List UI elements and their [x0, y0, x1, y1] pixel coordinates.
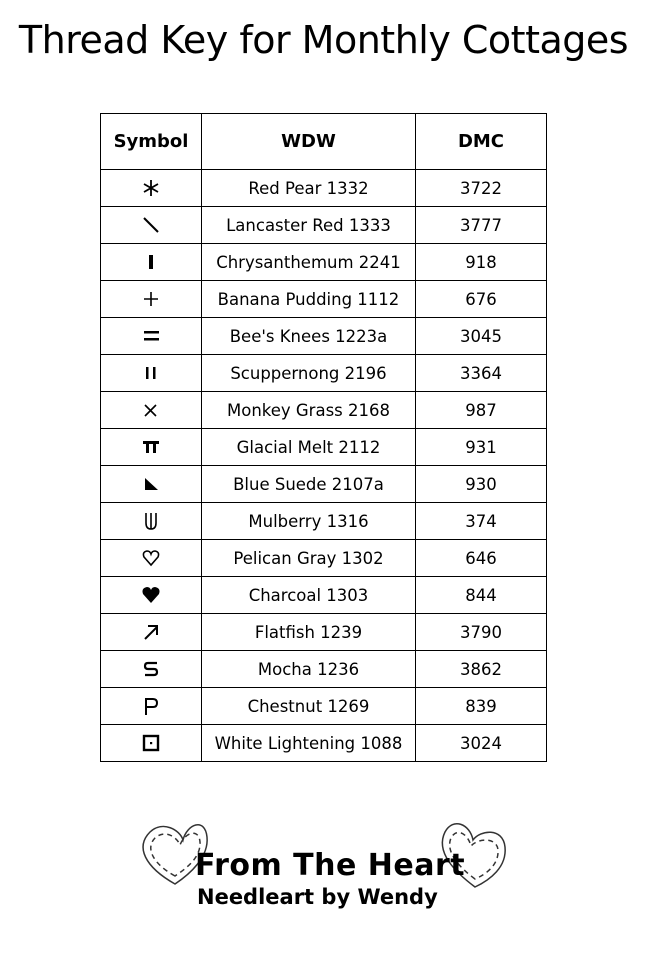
symbol-cell — [100, 428, 202, 466]
symbol-cell — [100, 502, 202, 540]
wdw-cell: Mocha 1236 — [201, 650, 416, 688]
header-dmc: DMC — [415, 113, 547, 170]
arrow-up-right-icon — [144, 625, 158, 640]
table-row: Scuppernong 2196 3364 — [100, 354, 547, 392]
symbol-cell — [100, 539, 202, 577]
wdw-cell: Chrysanthemum 2241 — [201, 243, 416, 281]
triangle-icon — [145, 478, 158, 490]
table-row: Banana Pudding 1112 676 — [100, 280, 547, 318]
symbol-cell — [100, 206, 202, 244]
dmc-cell: 918 — [415, 243, 547, 281]
symbol-cell — [100, 687, 202, 725]
table-row: Monkey Grass 2168 987 — [100, 391, 547, 429]
equals-icon — [144, 331, 159, 341]
wdw-cell: Red Pear 1332 — [201, 169, 416, 207]
header-symbol: Symbol — [100, 113, 202, 170]
hearts-icon — [142, 822, 506, 888]
symbol-cell — [100, 650, 202, 688]
dmc-cell: 676 — [415, 280, 547, 318]
table-row: Red Pear 1332 3722 — [100, 169, 547, 207]
table-row: Blue Suede 2107a 930 — [100, 465, 547, 503]
dmc-cell: 844 — [415, 576, 547, 614]
table-row: Bee's Knees 1223a 3045 — [100, 317, 547, 355]
asterisk-icon — [143, 180, 159, 196]
dmc-cell: 987 — [415, 391, 547, 429]
symbol-cell — [100, 280, 202, 318]
dotted-square-icon — [142, 734, 160, 752]
symbol-cell — [100, 391, 202, 429]
heart-outline-icon — [142, 550, 160, 567]
header-wdw: WDW — [201, 113, 416, 170]
symbol-cell — [100, 317, 202, 355]
pi-icon — [143, 441, 159, 453]
wdw-cell: Pelican Gray 1302 — [201, 539, 416, 577]
s-icon — [143, 661, 159, 677]
symbol-cell — [100, 169, 202, 207]
table-row: Charcoal 1303 844 — [100, 576, 547, 614]
wdw-cell: Chestnut 1269 — [201, 687, 416, 725]
symbol-cell — [100, 613, 202, 651]
dmc-cell: 3790 — [415, 613, 547, 651]
logo-title: From The Heart — [195, 848, 466, 883]
table-row: White Lightening 1088 3024 — [100, 724, 547, 762]
heart-filled-icon — [142, 587, 160, 603]
logo: From The Heart Needleart by Wendy — [135, 812, 515, 922]
dmc-cell: 3862 — [415, 650, 547, 688]
table-row: Lancaster Red 1333 3777 — [100, 206, 547, 244]
table-row: Mulberry 1316 374 — [100, 502, 547, 540]
table-row: Chestnut 1269 839 — [100, 687, 547, 725]
dmc-cell: 3024 — [415, 724, 547, 762]
dmc-cell: 3364 — [415, 354, 547, 392]
wdw-cell: Flatfish 1239 — [201, 613, 416, 651]
wdw-cell: Scuppernong 2196 — [201, 354, 416, 392]
table-row: Chrysanthemum 2241 918 — [100, 243, 547, 281]
dmc-cell: 3045 — [415, 317, 547, 355]
table-row: Pelican Gray 1302 646 — [100, 539, 547, 577]
logo-subtitle: Needleart by Wendy — [197, 885, 438, 909]
wdw-cell: Monkey Grass 2168 — [201, 391, 416, 429]
wdw-cell: Banana Pudding 1112 — [201, 280, 416, 318]
plus-icon — [144, 292, 158, 306]
symbol-cell — [100, 576, 202, 614]
symbol-cell — [100, 465, 202, 503]
dmc-cell: 646 — [415, 539, 547, 577]
wdw-cell: White Lightening 1088 — [201, 724, 416, 762]
table-row: Glacial Melt 2112 931 — [100, 428, 547, 466]
vertical-bar-icon — [149, 255, 153, 269]
symbol-cell — [100, 724, 202, 762]
table-row: Mocha 1236 3862 — [100, 650, 547, 688]
thread-key-table: Symbol WDW DMC Red Pear 1332 3722 Lancas… — [100, 113, 547, 762]
page-title: Thread Key for Monthly Cottages — [18, 18, 629, 62]
wdw-cell: Charcoal 1303 — [201, 576, 416, 614]
wdw-cell: Glacial Melt 2112 — [201, 428, 416, 466]
dmc-cell: 931 — [415, 428, 547, 466]
dmc-cell: 839 — [415, 687, 547, 725]
table-row: Flatfish 1239 3790 — [100, 613, 547, 651]
wdw-cell: Bee's Knees 1223a — [201, 317, 416, 355]
dmc-cell: 930 — [415, 465, 547, 503]
p-icon — [145, 698, 159, 715]
wdw-cell: Mulberry 1316 — [201, 502, 416, 540]
double-bar-icon — [146, 367, 156, 379]
backslash-icon — [143, 217, 159, 233]
symbol-cell — [100, 354, 202, 392]
symbol-cell — [100, 243, 202, 281]
wdw-cell: Lancaster Red 1333 — [201, 206, 416, 244]
trident-icon — [145, 513, 157, 530]
dmc-cell: 374 — [415, 502, 547, 540]
x-icon — [144, 404, 157, 417]
dmc-cell: 3777 — [415, 206, 547, 244]
dmc-cell: 3722 — [415, 169, 547, 207]
wdw-cell: Blue Suede 2107a — [201, 465, 416, 503]
